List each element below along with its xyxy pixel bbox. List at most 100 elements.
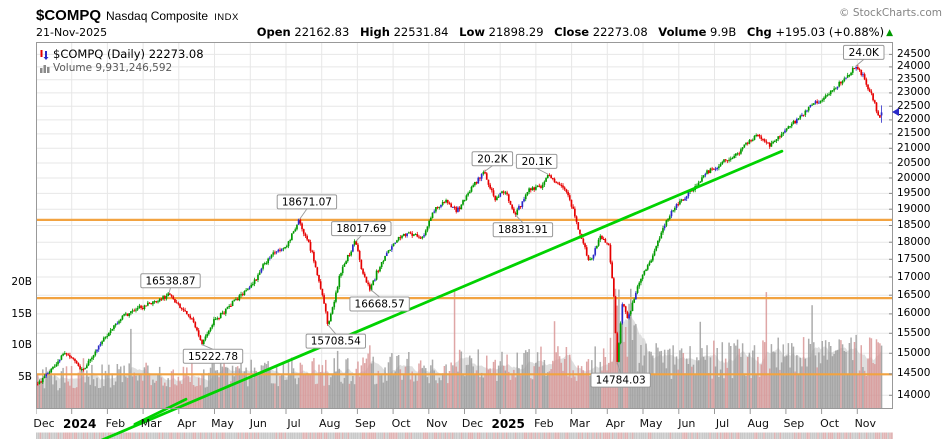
volume-bar xyxy=(860,345,862,409)
overview-strip-bar xyxy=(297,432,299,439)
candle-body xyxy=(319,281,322,289)
volume-bar xyxy=(191,360,193,409)
volume-bar xyxy=(223,362,225,409)
volume-bar xyxy=(696,357,698,409)
x-axis-label: Oct xyxy=(391,417,411,430)
candle-body xyxy=(511,204,514,209)
overview-strip-bar xyxy=(585,432,587,439)
candle-body xyxy=(599,235,602,240)
candle-body xyxy=(768,142,771,147)
candle-body xyxy=(658,238,661,241)
candle-body xyxy=(362,269,364,274)
overview-strip-bar xyxy=(424,432,427,439)
y-axis-label: 23500 xyxy=(897,73,931,86)
candle-body xyxy=(468,191,471,194)
volume-bar xyxy=(387,362,390,409)
volume-bar xyxy=(87,376,90,409)
candle-body xyxy=(218,318,220,320)
volume-bar xyxy=(658,351,661,409)
candle-body xyxy=(485,173,488,180)
volume-bar xyxy=(145,362,147,409)
overview-strip-bar xyxy=(734,432,736,439)
volume-axis-label: 15B xyxy=(11,307,32,320)
overview-strip-bar xyxy=(217,432,220,439)
x-axis-label: Apr xyxy=(177,417,197,430)
overview-strip-bar xyxy=(201,432,204,439)
overview-strip-bar xyxy=(774,432,776,439)
overview-strip-bar xyxy=(826,432,828,439)
candle-body xyxy=(209,327,212,331)
volume-bar xyxy=(743,373,746,409)
overview-strip-bar xyxy=(685,432,688,439)
overview-strip-bar xyxy=(523,432,526,439)
overview-strip-bar xyxy=(885,432,888,439)
last-price-marker xyxy=(892,108,899,117)
candle-body xyxy=(863,74,866,80)
volume-bar xyxy=(504,370,507,409)
volume-bar xyxy=(233,376,236,409)
overview-strip-bar xyxy=(403,432,405,439)
volume-bar xyxy=(74,388,76,409)
candle-body xyxy=(472,185,475,187)
candle-body xyxy=(52,366,54,369)
candle-body xyxy=(643,271,646,275)
candle-body xyxy=(828,94,830,96)
candle-body xyxy=(401,235,403,238)
volume-bar xyxy=(213,361,215,409)
overview-strip-bar xyxy=(777,432,780,439)
volume-bar xyxy=(296,384,298,409)
x-axis-label: Dec xyxy=(33,417,55,430)
overview-strip-bar xyxy=(82,432,85,439)
overview-strip-bar xyxy=(750,432,753,439)
volume-bar xyxy=(64,382,66,409)
candle-body xyxy=(50,368,53,373)
volume-bar xyxy=(823,355,825,409)
volume-bar xyxy=(258,373,261,409)
candle-body xyxy=(729,158,732,160)
volume-bar xyxy=(494,359,496,409)
candle-body xyxy=(87,360,90,366)
candle-body xyxy=(873,100,876,103)
volume-bar xyxy=(653,374,656,409)
annotation-callout: 20.2K xyxy=(471,151,514,173)
overview-strip-bar xyxy=(167,432,169,439)
open-label: Open xyxy=(256,25,291,39)
volume-bar xyxy=(82,358,85,409)
overview-strip-bar xyxy=(775,432,778,439)
overview-strip-bar xyxy=(603,432,605,439)
overview-strip-bar xyxy=(399,432,402,439)
overview-strip-bar xyxy=(235,432,238,439)
candle-body xyxy=(163,296,166,299)
overview-strip-bar xyxy=(93,432,96,439)
quote-strip: Open 22162.83 High 22531.84 Low 21898.29… xyxy=(250,25,893,39)
overview-strip-bar xyxy=(765,432,767,439)
volume-bar xyxy=(709,357,712,409)
candle-body xyxy=(821,99,824,101)
volume-bar xyxy=(38,385,41,409)
volume-bar xyxy=(479,377,481,409)
volume-bar xyxy=(767,375,769,409)
volume-bar xyxy=(109,387,112,409)
overview-strip-bar xyxy=(369,432,371,439)
volume-bar xyxy=(104,370,107,409)
volume-bar xyxy=(499,361,502,409)
candle-body xyxy=(726,160,729,162)
overview-strip-bar xyxy=(392,432,394,439)
volume-bar xyxy=(345,359,347,409)
volume-bar xyxy=(748,352,751,409)
candle-body xyxy=(62,353,64,356)
candle-body xyxy=(545,178,547,182)
volume-bar xyxy=(584,375,586,409)
volume-bar xyxy=(389,356,391,409)
candle-body xyxy=(792,121,795,124)
volume-bar xyxy=(697,360,700,409)
overview-strip-bar xyxy=(768,432,771,439)
candle-body xyxy=(184,310,186,312)
overview-strip-bar xyxy=(527,432,529,439)
overview-strip-bar xyxy=(469,432,472,439)
candle-body xyxy=(284,247,286,249)
volume-bar xyxy=(75,387,78,409)
volume-bar xyxy=(216,370,219,409)
candle-body xyxy=(579,229,581,234)
candle-body xyxy=(150,303,153,305)
